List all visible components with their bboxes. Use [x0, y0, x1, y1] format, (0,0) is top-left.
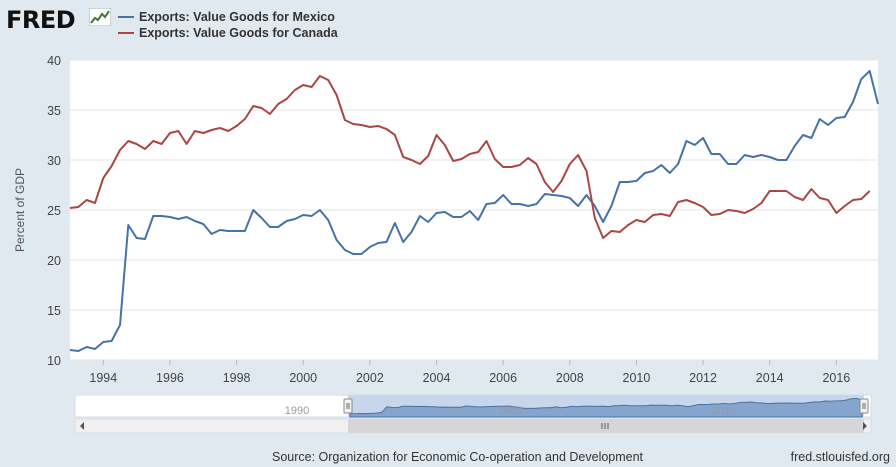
- y-tick-label: 25: [47, 204, 61, 218]
- navigator-scrollbar-thumb[interactable]: [348, 419, 864, 433]
- x-tick-label: 2002: [356, 371, 384, 385]
- x-tick-label: 2010: [623, 371, 651, 385]
- navigator-year-label: 2000: [498, 405, 522, 417]
- fred-logo[interactable]: FRED: [6, 6, 76, 34]
- legend-label-canada: Exports: Value Goods for Canada: [139, 26, 338, 40]
- x-tick-label: 2006: [489, 371, 517, 385]
- y-tick-label: 30: [47, 154, 61, 168]
- legend-swatch-mexico: [118, 16, 134, 18]
- series-lines: [69, 70, 879, 352]
- x-tick-label: 2008: [556, 371, 584, 385]
- series-line-mexico[interactable]: [69, 70, 879, 352]
- legend-swatch-canada: [118, 32, 134, 34]
- x-tick-label: 1998: [223, 371, 251, 385]
- scroll-left-arrow-icon[interactable]: [80, 422, 84, 430]
- x-tick-label: 2014: [756, 371, 784, 385]
- grid-lines: [70, 59, 878, 361]
- y-axis-label: Percent of GDP: [13, 168, 27, 252]
- x-tick-label: 2012: [689, 371, 717, 385]
- series-line-canada[interactable]: [69, 75, 871, 239]
- range-navigator[interactable]: 1990 2000 2010: [74, 394, 872, 434]
- source-note: Source: Organization for Economic Co-ope…: [272, 450, 644, 464]
- navigator-year-labels: 1990 2000 2010: [285, 405, 736, 417]
- x-tick-label: 2000: [289, 371, 317, 385]
- navigator-right-handle[interactable]: [859, 398, 869, 414]
- legend-label-mexico: Exports: Value Goods for Mexico: [139, 10, 335, 24]
- scrollbar-grip-icon: [601, 423, 609, 429]
- navigator-year-label: 2010: [712, 405, 736, 417]
- x-tick-label: 2016: [822, 371, 850, 385]
- x-tick-label: 2004: [423, 371, 451, 385]
- y-tick-label: 15: [47, 304, 61, 318]
- navigator-series-area: [349, 397, 863, 418]
- legend-item-canada[interactable]: Exports: Value Goods for Canada: [118, 25, 338, 41]
- y-tick-label: 40: [47, 54, 61, 68]
- line-chart: 10 15 20 25 30 35 40 1994 1996 1998 2000 2002 2004 2…: [13, 54, 879, 434]
- y-tick-label: 35: [47, 104, 61, 118]
- chart-header: FRED Exports: Value Goods for Mexico Exp…: [0, 0, 896, 50]
- y-tick-label: 20: [47, 254, 61, 268]
- y-tick-label: 10: [47, 354, 61, 368]
- x-axis-ticks: 1994 1996 1998 2000 2002 2004 2006 2008 2010 2012…: [89, 360, 850, 385]
- chart-legend: Exports: Value Goods for Mexico Exports:…: [118, 9, 338, 41]
- scroll-right-arrow-icon[interactable]: [863, 422, 867, 430]
- x-tick-label: 1994: [89, 371, 117, 385]
- y-axis-ticks: 10 15 20 25 30 35 40: [47, 54, 61, 368]
- fred-logo-graph-icon: [89, 8, 111, 26]
- navigator-left-handle[interactable]: [343, 398, 353, 414]
- navigator-year-label: 1990: [285, 405, 309, 417]
- fred-url-link[interactable]: fred.stlouisfed.org: [790, 450, 890, 464]
- x-tick-label: 1996: [156, 371, 184, 385]
- legend-item-mexico[interactable]: Exports: Value Goods for Mexico: [118, 9, 338, 25]
